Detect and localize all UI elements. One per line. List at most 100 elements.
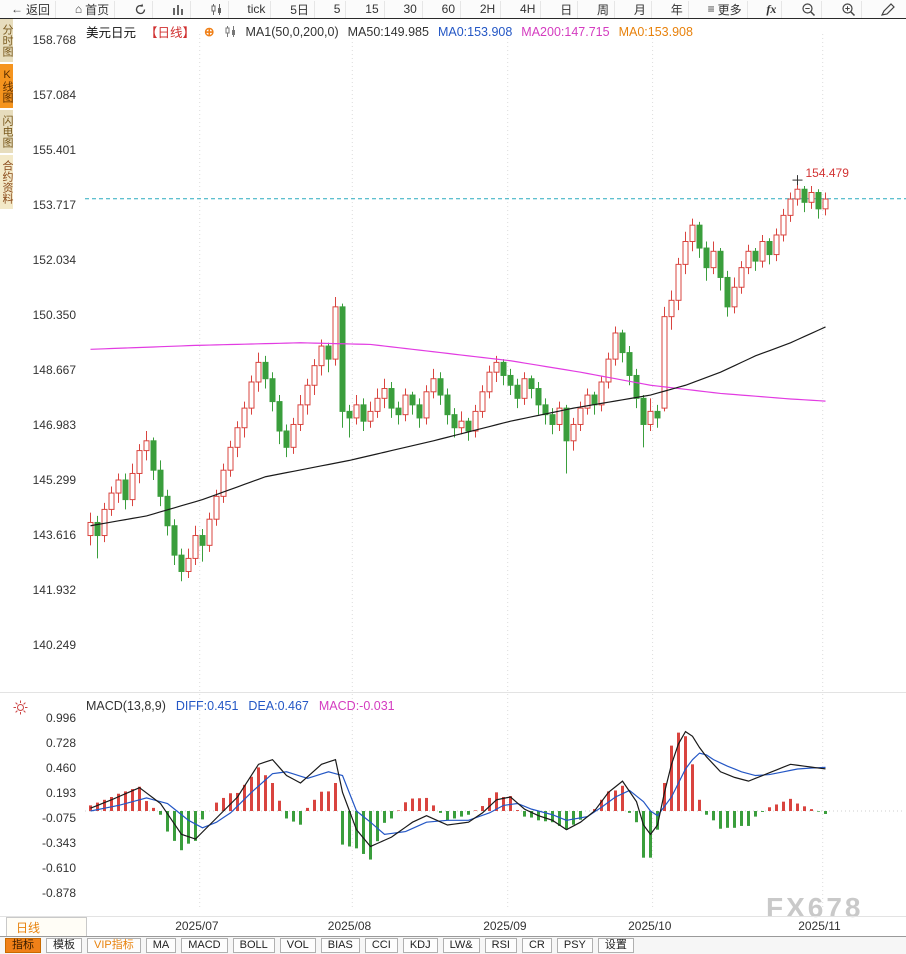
bottom-tab-4[interactable]: MACD: [181, 938, 228, 953]
toolbar-button-week[interactable]: 周: [592, 0, 616, 18]
toolbar-button-min15[interactable]: 15: [360, 0, 385, 18]
x-axis-label: 2025/10: [628, 919, 672, 933]
bottom-tab-9[interactable]: KDJ: [402, 938, 438, 953]
macd-header: MACD(13,8,9) DIFF:0.451 DEA:0.467 MACD:-…: [86, 699, 395, 713]
toolbar-label-fx: fx: [766, 1, 777, 16]
macd-axis-label: -0.610: [41, 860, 76, 875]
macd-axis-label: 0.193: [45, 785, 76, 800]
bottom-tab-7[interactable]: BIAS: [320, 938, 360, 953]
main-chart-area[interactable]: [85, 30, 905, 915]
toolbar-button-5d[interactable]: 5日: [285, 0, 315, 18]
chart-header: 美元日元 【日线】 ⊕ MA1(50,0,200,0) MA50:149.985…: [86, 22, 693, 41]
price-axis-label: 158.768: [32, 33, 76, 47]
toolbar-button-back[interactable]: ← 返回: [6, 0, 57, 18]
bottom-tab-10[interactable]: LW&: [442, 938, 480, 953]
watermark: FX678: [766, 892, 864, 923]
bottom-tab-14[interactable]: 设置: [597, 938, 634, 953]
refresh-icon: [134, 3, 147, 16]
macd-dea-value: DEA:0.467: [248, 699, 309, 713]
ma200-value: MA200:147.715: [521, 24, 610, 39]
bar-chart-icon: [172, 4, 185, 15]
price-axis-label: 145.299: [32, 473, 76, 488]
toolbar-button-fx[interactable]: fx: [761, 0, 783, 18]
toolbar-button-refresh[interactable]: [129, 0, 153, 18]
price-axis-label: 157.084: [32, 88, 76, 103]
toolbar-label-back: 返回: [26, 2, 51, 17]
sidebar-tab-time-chart[interactable]: 分时图: [0, 19, 13, 62]
toolbar-button-tick[interactable]: tick: [242, 0, 272, 18]
bottom-tab-11[interactable]: RSI: [484, 938, 517, 953]
toolbar-button-draw[interactable]: [876, 1, 900, 18]
current-period-box[interactable]: 日线: [6, 917, 87, 937]
current-period-label: 日线: [16, 920, 41, 935]
toolbar-button-more[interactable]: ≡ 更多: [703, 0, 748, 18]
toolbar-label-tick: tick: [247, 2, 266, 16]
toolbar-button-min30[interactable]: 30: [398, 0, 423, 18]
toolbar-label-month: 月: [633, 2, 646, 17]
price-axis-label: 152.034: [32, 252, 76, 267]
toolbar-button-min60[interactable]: 60: [437, 0, 462, 18]
x-axis-label: 2025/08: [327, 919, 372, 933]
toolbar-button-min5[interactable]: 5: [329, 0, 347, 18]
toolbar-button-month[interactable]: 月: [629, 0, 652, 18]
macd-value: MACD:-0.031: [318, 699, 395, 713]
price-axis-label: 155.401: [32, 142, 76, 157]
add-indicator-icon[interactable]: ⊕: [204, 25, 215, 39]
price-axis-label: 150.350: [32, 308, 76, 323]
bottom-tab-12[interactable]: CR: [521, 938, 552, 953]
bottom-tab-1[interactable]: 模板: [46, 938, 82, 953]
macd-axis-label: -0.075: [41, 811, 76, 825]
toolbar-label-min15: 15: [365, 2, 379, 16]
bottom-tab-13[interactable]: PSY: [556, 938, 593, 953]
macd-axis-label: 0.460: [45, 761, 76, 776]
bottom-tab-3[interactable]: MA: [145, 938, 177, 953]
toolbar-button-zoom-out[interactable]: [796, 0, 823, 18]
x-axis-label: 2025/09: [483, 919, 527, 933]
sidebar-tab-contract-info[interactable]: 合约资料: [0, 155, 13, 209]
macd-title: MACD(13,8,9): [86, 699, 166, 713]
pencil-icon: [880, 2, 895, 16]
macd-axis-label: -0.343: [41, 836, 76, 851]
sidebar-tab-kline-chart[interactable]: K线图: [0, 64, 13, 108]
toolbar-label-h2: 2H: [479, 2, 496, 16]
toolbar-button-h2[interactable]: 2H: [475, 0, 502, 18]
toolbar-button-zoom-in[interactable]: [836, 0, 863, 18]
ma-indicator-icon[interactable]: [224, 26, 237, 37]
toolbar-button-h4[interactable]: 4H: [515, 0, 542, 18]
symbol-name: 美元日元: [86, 26, 137, 40]
bottom-tab-8[interactable]: CCI: [364, 938, 398, 953]
toolbar-label-year: 年: [670, 2, 683, 17]
kline-icon: [210, 3, 223, 15]
home-icon: ⌂: [74, 2, 83, 16]
bottom-tab-0[interactable]: 指标: [5, 938, 41, 953]
bottom-tab-2[interactable]: VIP指标: [87, 938, 141, 953]
toolbar-button-day[interactable]: 日: [555, 0, 579, 18]
sidebar-tab-lightning-chart[interactable]: 闪电图: [0, 110, 13, 153]
period-tag: 【日线】: [145, 26, 196, 40]
toolbar-label-h4: 4H: [520, 2, 536, 16]
ma-settings-label: MA1(50,0,200,0): [245, 24, 339, 39]
toolbar-button-bar-chart[interactable]: [167, 0, 191, 18]
price-axis-label: 146.983: [32, 418, 76, 433]
toolbar-label-min30: 30: [403, 2, 417, 16]
toolbar-label-day: 日: [560, 2, 573, 17]
menu-icon: ≡: [707, 2, 715, 16]
x-axis-label: 2025/07: [175, 919, 219, 933]
bottom-tab-5[interactable]: BOLL: [232, 938, 275, 953]
price-axis-label: 143.616: [32, 528, 76, 543]
toolbar-button-home[interactable]: ⌂ 首页: [70, 0, 116, 18]
macd-axis-label: -0.878: [41, 885, 76, 900]
chart-type-sidebar: 分时图 K线图闪电图合约资料: [0, 19, 14, 209]
toolbar-label-more: 更多: [717, 2, 742, 17]
ma0-blue-value: MA0:153.908: [437, 24, 513, 39]
toolbar-label-min5: 5: [333, 2, 341, 16]
toolbar-label-week: 周: [597, 2, 610, 17]
toolbar-button-year[interactable]: 年: [666, 0, 689, 18]
back-icon: ←: [11, 2, 23, 16]
toolbar-button-kline-chart[interactable]: [205, 0, 229, 18]
x-axis-label: 2025/11: [798, 919, 841, 933]
toolbar-label-5d: 5日: [290, 2, 309, 17]
indicator-sun-icon[interactable]: [13, 700, 28, 720]
bottom-tab-6[interactable]: VOL: [279, 938, 316, 953]
macd-axis-label: 0.996: [45, 711, 76, 725]
